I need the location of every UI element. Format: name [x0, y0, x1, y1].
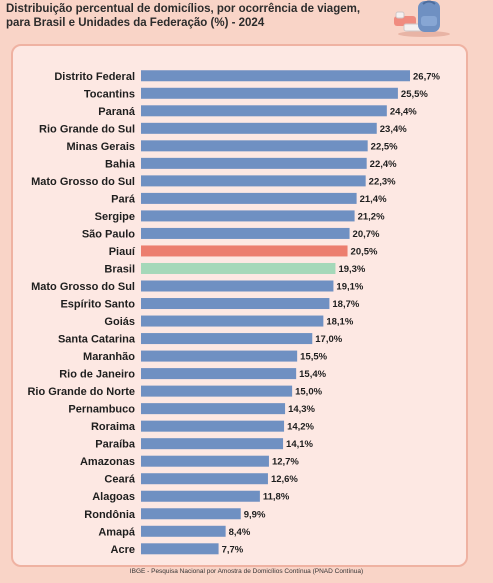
- value-label: 15,5%: [300, 352, 327, 363]
- category-label: Pará: [111, 193, 136, 205]
- category-label: Goiás: [104, 316, 135, 328]
- value-label: 21,2%: [358, 211, 385, 222]
- category-label: Amapá: [98, 526, 136, 538]
- value-label: 9,9%: [244, 509, 266, 520]
- value-label: 12,6%: [271, 474, 298, 485]
- value-label: 20,5%: [351, 246, 378, 257]
- chart-title: Distribuição percentual de domicílios, p…: [6, 2, 386, 30]
- bar: [141, 350, 298, 362]
- bar: [141, 140, 368, 152]
- bar: [141, 438, 284, 450]
- bar: [141, 227, 350, 239]
- category-label: Mato Grosso do Sul: [31, 176, 135, 188]
- bar: [141, 262, 336, 274]
- category-label: Ceará: [104, 474, 135, 486]
- value-label: 14,1%: [286, 439, 313, 450]
- category-label: Rio de Janeiro: [59, 369, 135, 381]
- chart-title-line-1: Distribuição percentual de domicílios, p…: [6, 3, 361, 15]
- value-label: 25,5%: [401, 89, 428, 100]
- value-label: 21,4%: [360, 194, 387, 205]
- value-label: 18,1%: [326, 317, 353, 328]
- bar: [141, 525, 226, 537]
- bar: [141, 280, 334, 292]
- bar: [141, 385, 293, 397]
- bar: [141, 245, 348, 257]
- value-label: 18,7%: [332, 299, 359, 310]
- category-label: Mato Grosso do Sul: [31, 281, 135, 293]
- category-label: Santa Catarina: [58, 334, 136, 346]
- value-label: 22,4%: [370, 159, 397, 170]
- bar: [141, 105, 387, 117]
- bar: [141, 333, 313, 345]
- category-label: Rio Grande do Sul: [39, 123, 135, 135]
- chart-title-line-2: para Brasil e Unidades da Federação (%) …: [6, 17, 265, 29]
- value-label: 22,3%: [369, 176, 396, 187]
- value-label: 14,3%: [288, 404, 315, 415]
- category-label: Distrito Federal: [54, 71, 135, 83]
- source-note: IBGE - Pesquisa Nacional por Amostra de …: [129, 568, 364, 575]
- bar: [141, 210, 355, 222]
- category-label: São Paulo: [82, 228, 135, 240]
- category-label: Rio Grande do Norte: [27, 386, 135, 398]
- travel-luggage-icon: [394, 0, 450, 37]
- category-label: Rondônia: [84, 509, 136, 521]
- category-label: Brasil: [104, 263, 135, 275]
- bar: [141, 122, 377, 134]
- bar: [141, 508, 241, 520]
- bar: [141, 175, 366, 187]
- bar: [141, 455, 269, 467]
- value-label: 12,7%: [272, 457, 299, 468]
- category-label: Piauí: [109, 246, 136, 258]
- bar: [141, 192, 357, 204]
- bar: [141, 490, 260, 502]
- category-label: Tocantins: [84, 88, 135, 100]
- bar: [141, 87, 398, 99]
- value-label: 8,4%: [229, 527, 251, 538]
- bar-chart: Distrito Federal 26,7% Tocantins 25,5% Paran…: [27, 70, 440, 556]
- category-label: Roraima: [91, 421, 136, 433]
- value-label: 15,4%: [299, 369, 326, 380]
- category-label: Minas Gerais: [67, 141, 135, 153]
- category-label: Paraíba: [95, 439, 136, 451]
- bar: [141, 420, 285, 432]
- value-label: 20,7%: [353, 229, 380, 240]
- value-label: 19,1%: [336, 282, 363, 293]
- value-label: 23,4%: [380, 124, 407, 135]
- value-label: 22,5%: [371, 141, 398, 152]
- bar: [141, 368, 297, 380]
- bar: [141, 298, 330, 310]
- category-label: Acre: [111, 544, 135, 556]
- category-label: Amazonas: [80, 456, 135, 468]
- bar: [141, 543, 219, 555]
- category-label: Sergipe: [95, 211, 135, 223]
- value-label: 26,7%: [413, 71, 440, 82]
- bar: [141, 403, 286, 415]
- value-label: 19,3%: [338, 264, 365, 275]
- category-label: Pernambuco: [68, 404, 135, 416]
- bar: [141, 315, 324, 327]
- category-label: Paraná: [98, 106, 136, 118]
- value-label: 7,7%: [222, 544, 244, 555]
- value-label: 15,0%: [295, 387, 322, 398]
- category-label: Maranhão: [83, 351, 135, 363]
- bar: [141, 70, 410, 82]
- bar: [141, 473, 268, 485]
- category-label: Bahia: [105, 158, 136, 170]
- category-label: Alagoas: [92, 491, 135, 503]
- value-label: 17,0%: [315, 334, 342, 345]
- bar: [141, 157, 367, 169]
- value-label: 14,2%: [287, 422, 314, 433]
- value-label: 24,4%: [390, 106, 417, 117]
- value-label: 11,8%: [263, 492, 290, 503]
- category-label: Espírito Santo: [60, 299, 135, 311]
